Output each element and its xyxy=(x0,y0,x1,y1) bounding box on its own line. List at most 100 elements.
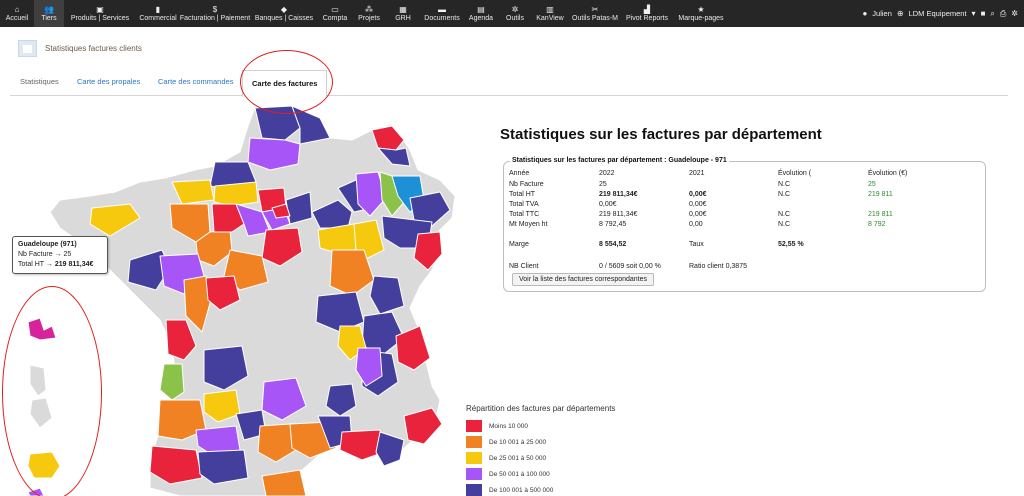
taux-value: 52,55 % xyxy=(778,241,804,248)
user-menu-icon[interactable]: ■ xyxy=(980,9,986,18)
department-shape[interactable] xyxy=(247,137,301,171)
legend-item: De 100 001 à 500 000 xyxy=(466,482,615,496)
sitemap-icon: ⁂ xyxy=(365,4,373,14)
nav-item-kanview[interactable]: ▥ KanView xyxy=(532,0,568,27)
department-shape[interactable] xyxy=(403,407,443,445)
nav-item-pivot-reports[interactable]: ▟ Pivot Reports xyxy=(622,0,672,27)
dom-martinique[interactable] xyxy=(29,364,47,397)
department-shape[interactable] xyxy=(395,325,431,371)
chevron-down-icon[interactable]: ▾ xyxy=(971,9,976,18)
department-shape[interactable] xyxy=(257,423,297,463)
department-shape[interactable] xyxy=(205,275,241,311)
department-shape[interactable] xyxy=(261,377,307,421)
stats-cell-y1: 8 792,45 xyxy=(599,221,627,228)
nav-item-compta[interactable]: ▭ Compta xyxy=(318,0,352,27)
stats-cell-evo-pct: N.C xyxy=(778,191,791,198)
tab-statistiques[interactable]: Statistiques xyxy=(20,77,59,86)
department-shape[interactable] xyxy=(235,203,271,237)
map-department-shapes[interactable] xyxy=(27,105,451,496)
department-shape[interactable] xyxy=(261,227,303,267)
nav-item-grh[interactable]: ▦ GRH xyxy=(386,0,420,27)
legend-item: De 10 001 à 25 000 xyxy=(466,434,615,450)
search-icon[interactable]: ⌕ xyxy=(990,8,995,18)
nav-item-commercial[interactable]: ▮ Commercial xyxy=(136,0,180,27)
nav-item-banques-caisses[interactable]: ◆ Banques | Caisses xyxy=(250,0,318,27)
department-shape[interactable] xyxy=(254,105,301,141)
dom-guyane[interactable] xyxy=(29,397,53,429)
dom-mayotte[interactable] xyxy=(27,487,45,496)
tab-carte-propales[interactable]: Carte des propales xyxy=(77,77,141,86)
stats-cell-label: Nb Facture xyxy=(509,181,544,188)
department-shape[interactable] xyxy=(291,105,331,145)
taux-label: Taux xyxy=(689,241,704,248)
stats-cell-y1: 0,00€ xyxy=(599,201,617,208)
bank-icon: ◆ xyxy=(280,4,288,14)
department-shape[interactable] xyxy=(197,449,249,485)
nav-item-produits-services[interactable]: ▣ Produits | Services xyxy=(64,0,136,27)
stats-cell-label: Total HT xyxy=(509,191,536,198)
department-shape[interactable] xyxy=(339,429,385,461)
department-shape[interactable] xyxy=(149,445,203,485)
briefcase-icon: ▮ xyxy=(155,4,161,14)
department-shape[interactable] xyxy=(355,171,387,217)
department-shape[interactable] xyxy=(203,389,241,423)
stats-cell-label: Total TVA xyxy=(509,201,539,208)
france-departments-map[interactable] xyxy=(0,100,460,496)
map-tooltip: Guadeloupe (971) Nb Facture → 25 Total H… xyxy=(12,236,108,274)
department-shape[interactable] xyxy=(371,125,405,151)
tooltip-total-ht-label: Total HT → xyxy=(18,261,53,268)
department-shape[interactable] xyxy=(375,431,405,467)
legend-label: De 50 001 à 100 000 xyxy=(489,470,550,478)
department-shape[interactable] xyxy=(213,181,259,207)
nav-item-outils-patas-m[interactable]: ✂ Outils Patas-M xyxy=(568,0,622,27)
department-shape[interactable] xyxy=(413,231,443,271)
department-shape[interactable] xyxy=(369,275,405,315)
dom-reunion[interactable] xyxy=(27,451,61,479)
nav-item-projets[interactable]: ⁂ Projets xyxy=(352,0,386,27)
department-shape[interactable] xyxy=(377,147,411,167)
department-shape[interactable] xyxy=(165,319,197,361)
nav-item-marque-pages[interactable]: ★ Marque-pages xyxy=(672,0,730,27)
tab-carte-commandes[interactable]: Carte des commandes xyxy=(158,77,234,86)
department-shape[interactable] xyxy=(211,203,245,233)
legend-item: De 50 001 à 100 000 xyxy=(466,466,615,482)
nav-label: Pivot Reports xyxy=(625,14,669,22)
nav-item-agenda[interactable]: ▤ Agenda xyxy=(464,0,498,27)
department-shape[interactable] xyxy=(203,345,249,391)
nav-label: Tiers xyxy=(41,14,57,22)
stats-cell-evo-eur: 8 792 xyxy=(868,221,886,228)
department-shape[interactable] xyxy=(157,399,207,441)
calendar-icon: ▤ xyxy=(477,4,485,14)
nav-item-accueil[interactable]: ⌂ Accueil xyxy=(0,0,34,27)
dom-guadeloupe[interactable] xyxy=(27,317,57,341)
stats-header-evo-pct: Évolution ( xyxy=(778,170,812,177)
department-shape[interactable] xyxy=(409,191,451,227)
legend-swatch xyxy=(466,452,482,464)
department-shape[interactable] xyxy=(271,203,291,219)
department-shape[interactable] xyxy=(355,347,383,387)
nav-label: Facturation | Paiement xyxy=(179,14,251,22)
legend-swatch xyxy=(466,484,482,496)
department-shape[interactable] xyxy=(325,383,357,417)
users-icon: 👥 xyxy=(44,4,54,14)
nav-label: Accueil xyxy=(5,14,29,22)
department-shape[interactable] xyxy=(311,199,353,229)
print-icon[interactable]: ⎙ xyxy=(999,8,1007,18)
nav-item-facturation-paiement[interactable]: $ Facturation | Paiement xyxy=(180,0,250,27)
nav-item-documents[interactable]: ▬ Documents xyxy=(420,0,464,27)
page-title: Statistiques factures clients xyxy=(45,44,142,53)
gear-icon[interactable]: ✲ xyxy=(1011,9,1018,18)
user-name[interactable]: Julien xyxy=(872,9,892,18)
department-shape[interactable] xyxy=(183,275,213,333)
nav-item-tiers[interactable]: 👥 Tiers xyxy=(34,0,64,27)
department-shape[interactable] xyxy=(329,249,375,297)
company-selector[interactable]: LDM Equipement xyxy=(908,9,967,18)
department-shape[interactable] xyxy=(159,363,185,401)
view-invoices-button[interactable]: Voir la liste des factures correspondant… xyxy=(512,273,655,286)
tab-carte-factures[interactable]: Carte des factures xyxy=(242,70,328,97)
department-shape[interactable] xyxy=(261,469,307,496)
nav-item-outils[interactable]: ✲ Outils xyxy=(498,0,532,27)
user-icon: ● xyxy=(862,9,868,18)
legend-label: Moins 10 000 xyxy=(489,422,529,430)
department-shape[interactable] xyxy=(89,203,141,237)
